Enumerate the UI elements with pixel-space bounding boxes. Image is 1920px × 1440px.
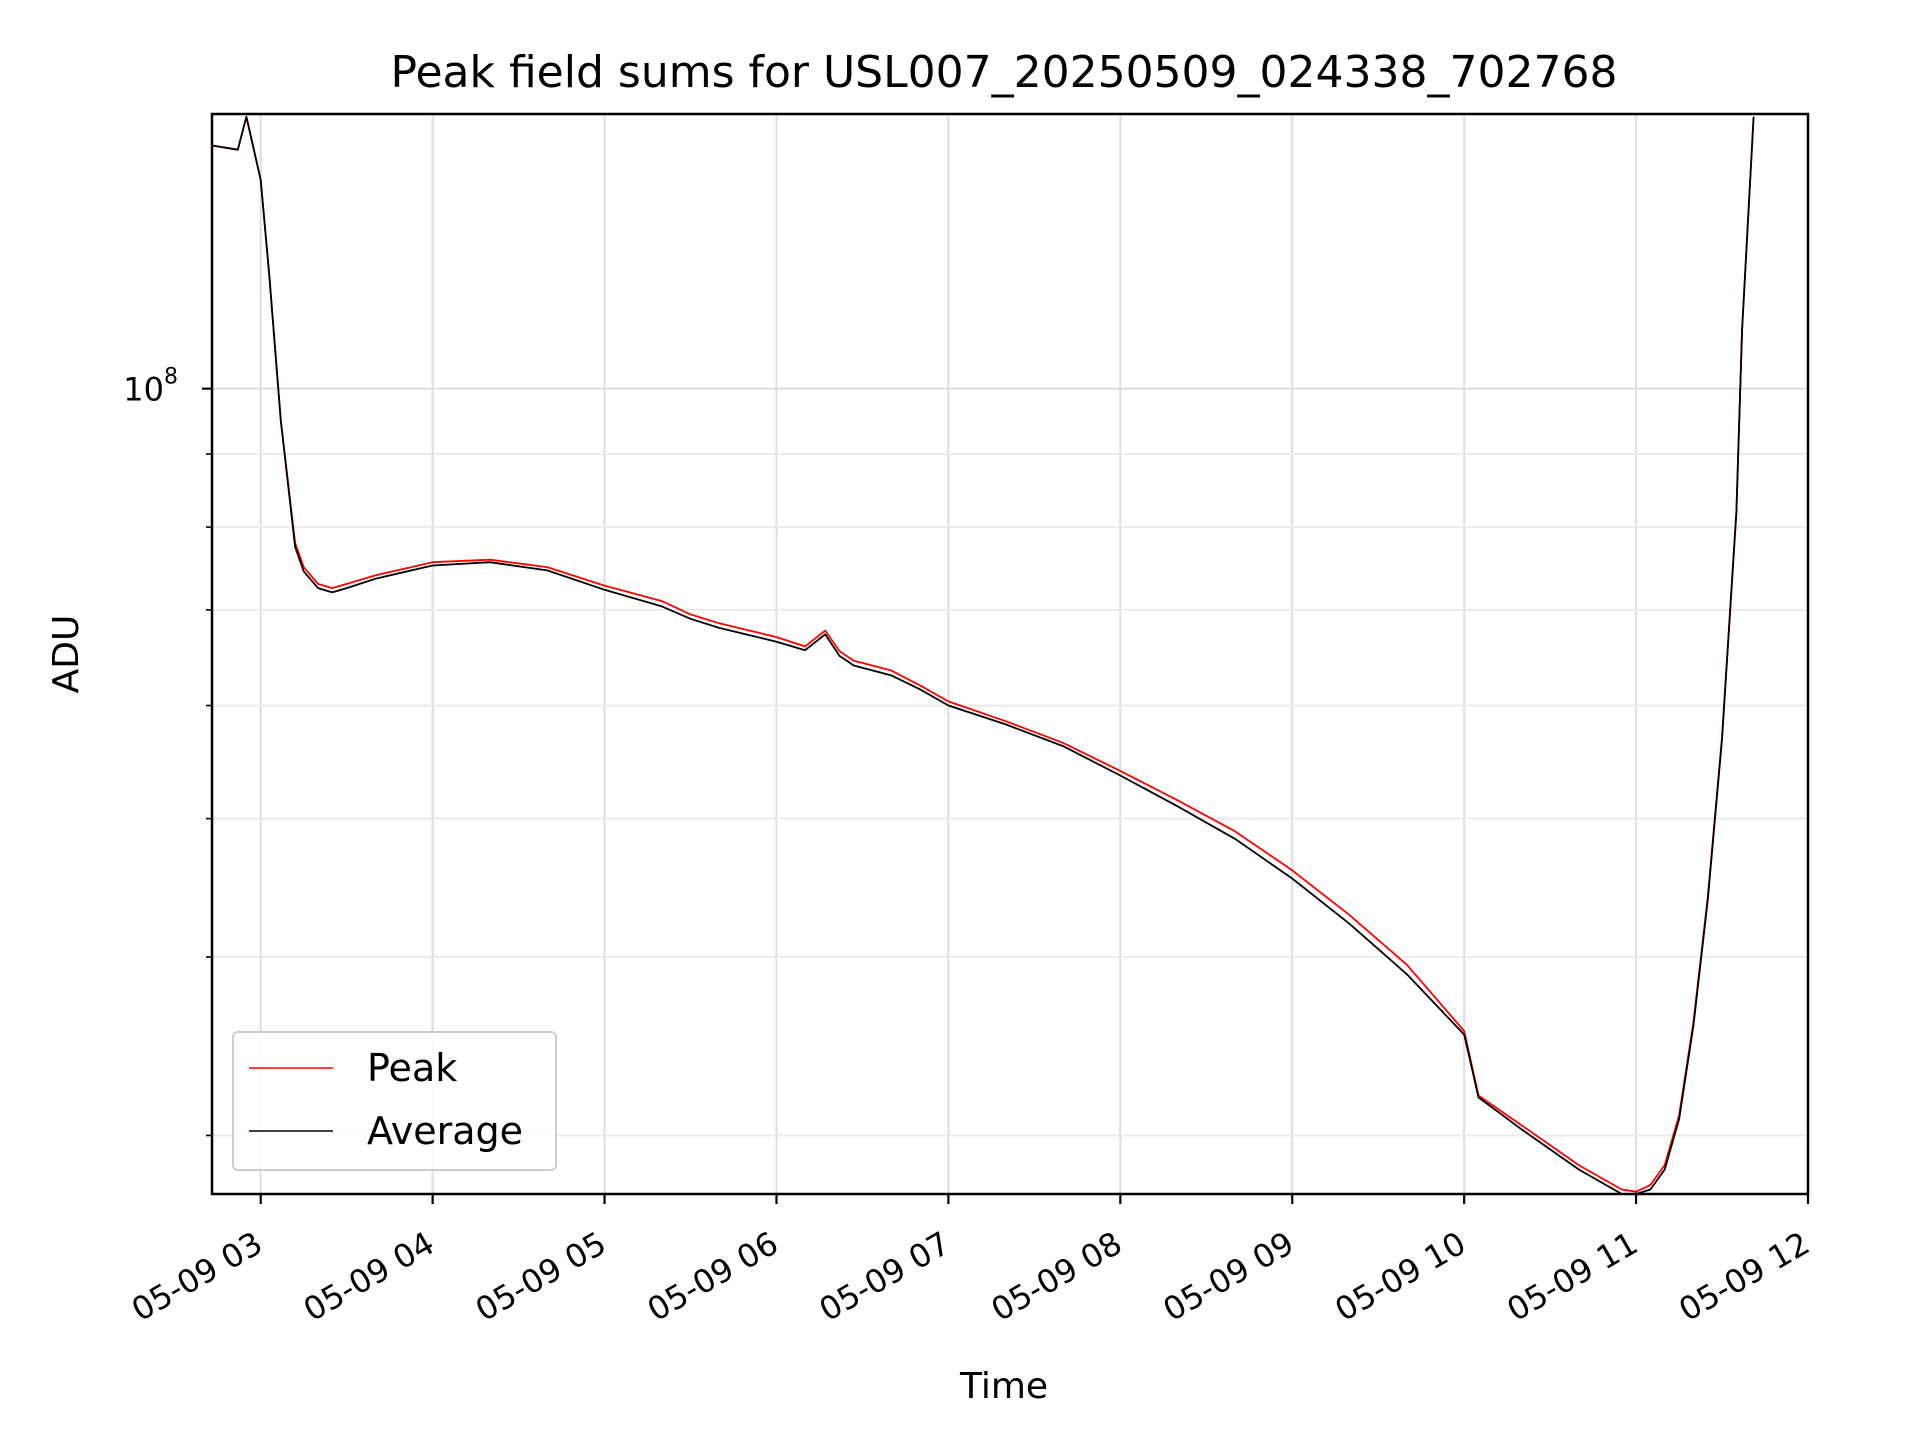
y-tick-label-1e8: 108 [123, 365, 178, 409]
chart-title: Peak field sums for USL007_20250509_0243… [391, 47, 1618, 98]
series-line-peak [212, 115, 1755, 1193]
series-lines [212, 115, 1755, 1194]
y-axis-label: ADU [46, 615, 87, 694]
legend-label-average: Average [367, 1109, 523, 1153]
x-axis-label: Time [959, 1366, 1048, 1407]
y-tick-exponent: 8 [164, 365, 178, 390]
legend-label-peak: Peak [367, 1046, 457, 1090]
legend-box [232, 1031, 557, 1171]
svg-text:108: 108 [123, 365, 178, 409]
legend: Peak Average [232, 1031, 557, 1171]
plot-frame [210, 112, 1810, 1196]
y-tick-base: 10 [123, 371, 164, 409]
series-line-average [212, 115, 1755, 1194]
